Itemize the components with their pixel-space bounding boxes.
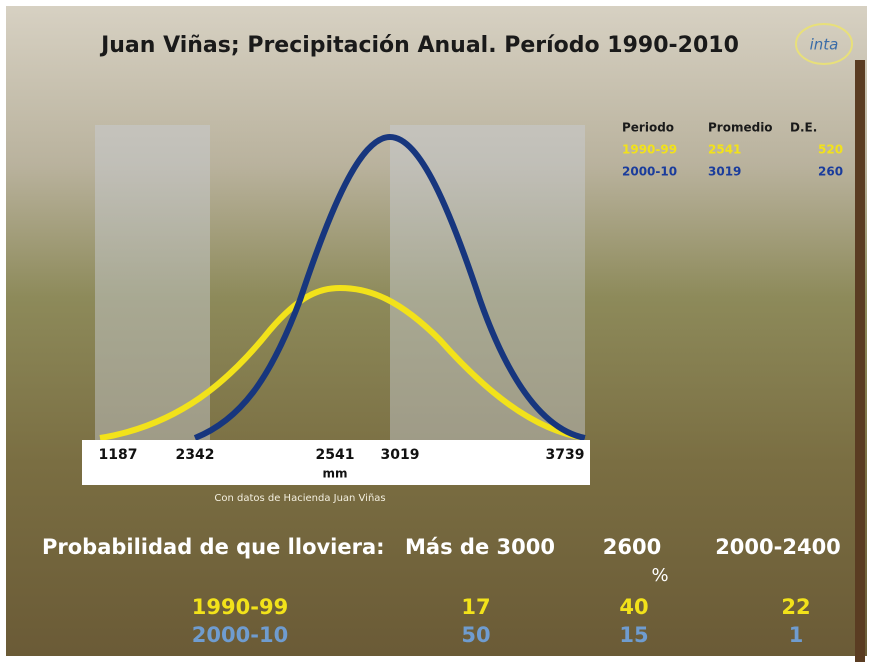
shade-right <box>390 125 585 440</box>
probability-unit: % <box>651 565 668 586</box>
probability-column: 2000-2400 <box>715 535 841 559</box>
probability-cell: 50 <box>461 623 490 647</box>
post <box>855 60 865 662</box>
probability-label: Probabilidad de que lloviera: <box>42 535 385 559</box>
table-cell: 1990-99 <box>622 143 677 157</box>
probability-cell: 17 <box>461 595 490 619</box>
table-cell: 2541 <box>708 143 741 157</box>
slide: Juan Viñas; Precipitación Anual. Período… <box>0 0 873 662</box>
logo: inta <box>810 36 839 54</box>
probability-column: 2600 <box>603 535 661 559</box>
table-header: Periodo <box>622 121 674 135</box>
axis-label: 2541 <box>316 447 355 463</box>
probability-cell: 22 <box>781 595 810 619</box>
axis-label: 3739 <box>546 447 585 463</box>
table-cell: 3019 <box>708 165 741 179</box>
axis-unit: mm <box>322 467 347 481</box>
shade-left <box>95 125 210 440</box>
probability-column: Más de 3000 <box>405 535 555 559</box>
axis-label: 3019 <box>381 447 420 463</box>
probability-cell: 1990-99 <box>192 595 288 619</box>
probability-cell: 40 <box>619 595 648 619</box>
title: Juan Viñas; Precipitación Anual. Período… <box>99 33 739 58</box>
table-header: Promedio <box>708 121 773 135</box>
source: Con datos de Hacienda Juan Viñas <box>214 493 385 504</box>
probability-cell: 15 <box>619 623 648 647</box>
table-cell: 260 <box>818 165 843 179</box>
table-header: D.E. <box>790 121 817 135</box>
table-cell: 520 <box>818 143 843 157</box>
axis-label: 1187 <box>99 447 138 463</box>
probability-cell: 1 <box>789 623 804 647</box>
probability-cell: 2000-10 <box>192 623 288 647</box>
axis-label: 2342 <box>176 447 215 463</box>
table-cell: 2000-10 <box>622 165 677 179</box>
